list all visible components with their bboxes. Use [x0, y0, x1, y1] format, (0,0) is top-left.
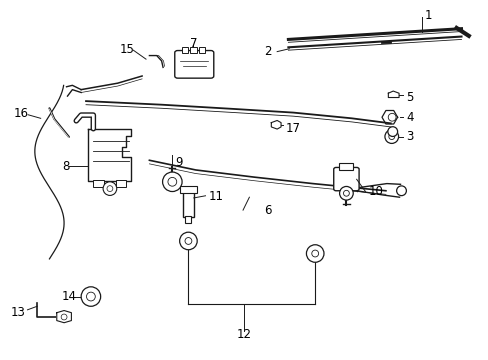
Ellipse shape [86, 292, 95, 301]
Polygon shape [381, 111, 397, 124]
Ellipse shape [184, 238, 191, 244]
Text: 15: 15 [120, 42, 135, 55]
Bar [180, 186, 196, 193]
Text: 9: 9 [175, 156, 183, 169]
Ellipse shape [162, 172, 182, 192]
Bar [338, 163, 352, 170]
FancyBboxPatch shape [174, 50, 213, 78]
Text: 4: 4 [406, 111, 413, 124]
Ellipse shape [179, 232, 197, 250]
Ellipse shape [107, 186, 113, 192]
Polygon shape [387, 91, 398, 98]
Ellipse shape [81, 287, 101, 306]
Ellipse shape [61, 314, 67, 320]
Text: 6: 6 [264, 204, 271, 217]
Ellipse shape [384, 130, 398, 143]
Text: 5: 5 [406, 91, 413, 104]
Bar [185, 216, 191, 223]
Ellipse shape [167, 177, 176, 186]
Polygon shape [57, 311, 71, 323]
Ellipse shape [311, 250, 318, 257]
Text: 17: 17 [285, 122, 300, 135]
Text: 1: 1 [424, 9, 431, 22]
Bar [199, 47, 205, 53]
Ellipse shape [388, 134, 394, 140]
Text: 10: 10 [367, 185, 383, 198]
Text: 16: 16 [14, 107, 29, 120]
Ellipse shape [103, 182, 117, 195]
Ellipse shape [396, 186, 406, 195]
Ellipse shape [339, 186, 352, 200]
Text: 3: 3 [406, 130, 413, 144]
Bar [181, 47, 187, 53]
Text: 8: 8 [62, 160, 69, 173]
Bar [190, 47, 196, 53]
Text: 11: 11 [208, 190, 223, 203]
Ellipse shape [343, 190, 348, 196]
Text: 7: 7 [189, 36, 197, 50]
Bar [183, 190, 193, 217]
Polygon shape [271, 121, 281, 129]
Text: 2: 2 [264, 45, 271, 58]
Text: 13: 13 [10, 306, 25, 319]
Ellipse shape [387, 127, 397, 136]
Text: 14: 14 [61, 290, 76, 303]
FancyBboxPatch shape [333, 167, 358, 191]
Bar [93, 180, 104, 187]
Bar [116, 180, 126, 187]
Ellipse shape [387, 113, 395, 121]
Text: 12: 12 [237, 328, 251, 341]
Polygon shape [88, 129, 131, 181]
Ellipse shape [306, 245, 324, 262]
